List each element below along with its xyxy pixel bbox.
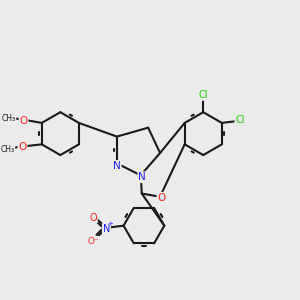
Text: N: N — [138, 172, 146, 182]
Text: Cl: Cl — [199, 90, 208, 100]
Text: Cl: Cl — [235, 115, 245, 125]
Text: O: O — [20, 116, 28, 126]
Text: +: + — [107, 221, 113, 227]
Text: CH₃: CH₃ — [0, 145, 14, 154]
Text: O: O — [89, 212, 97, 223]
Text: O⁻: O⁻ — [87, 237, 99, 246]
Text: N: N — [103, 224, 110, 234]
Text: CH₃: CH₃ — [2, 114, 16, 123]
Text: N: N — [113, 161, 121, 171]
Text: O: O — [158, 193, 166, 203]
Text: O: O — [18, 142, 27, 152]
